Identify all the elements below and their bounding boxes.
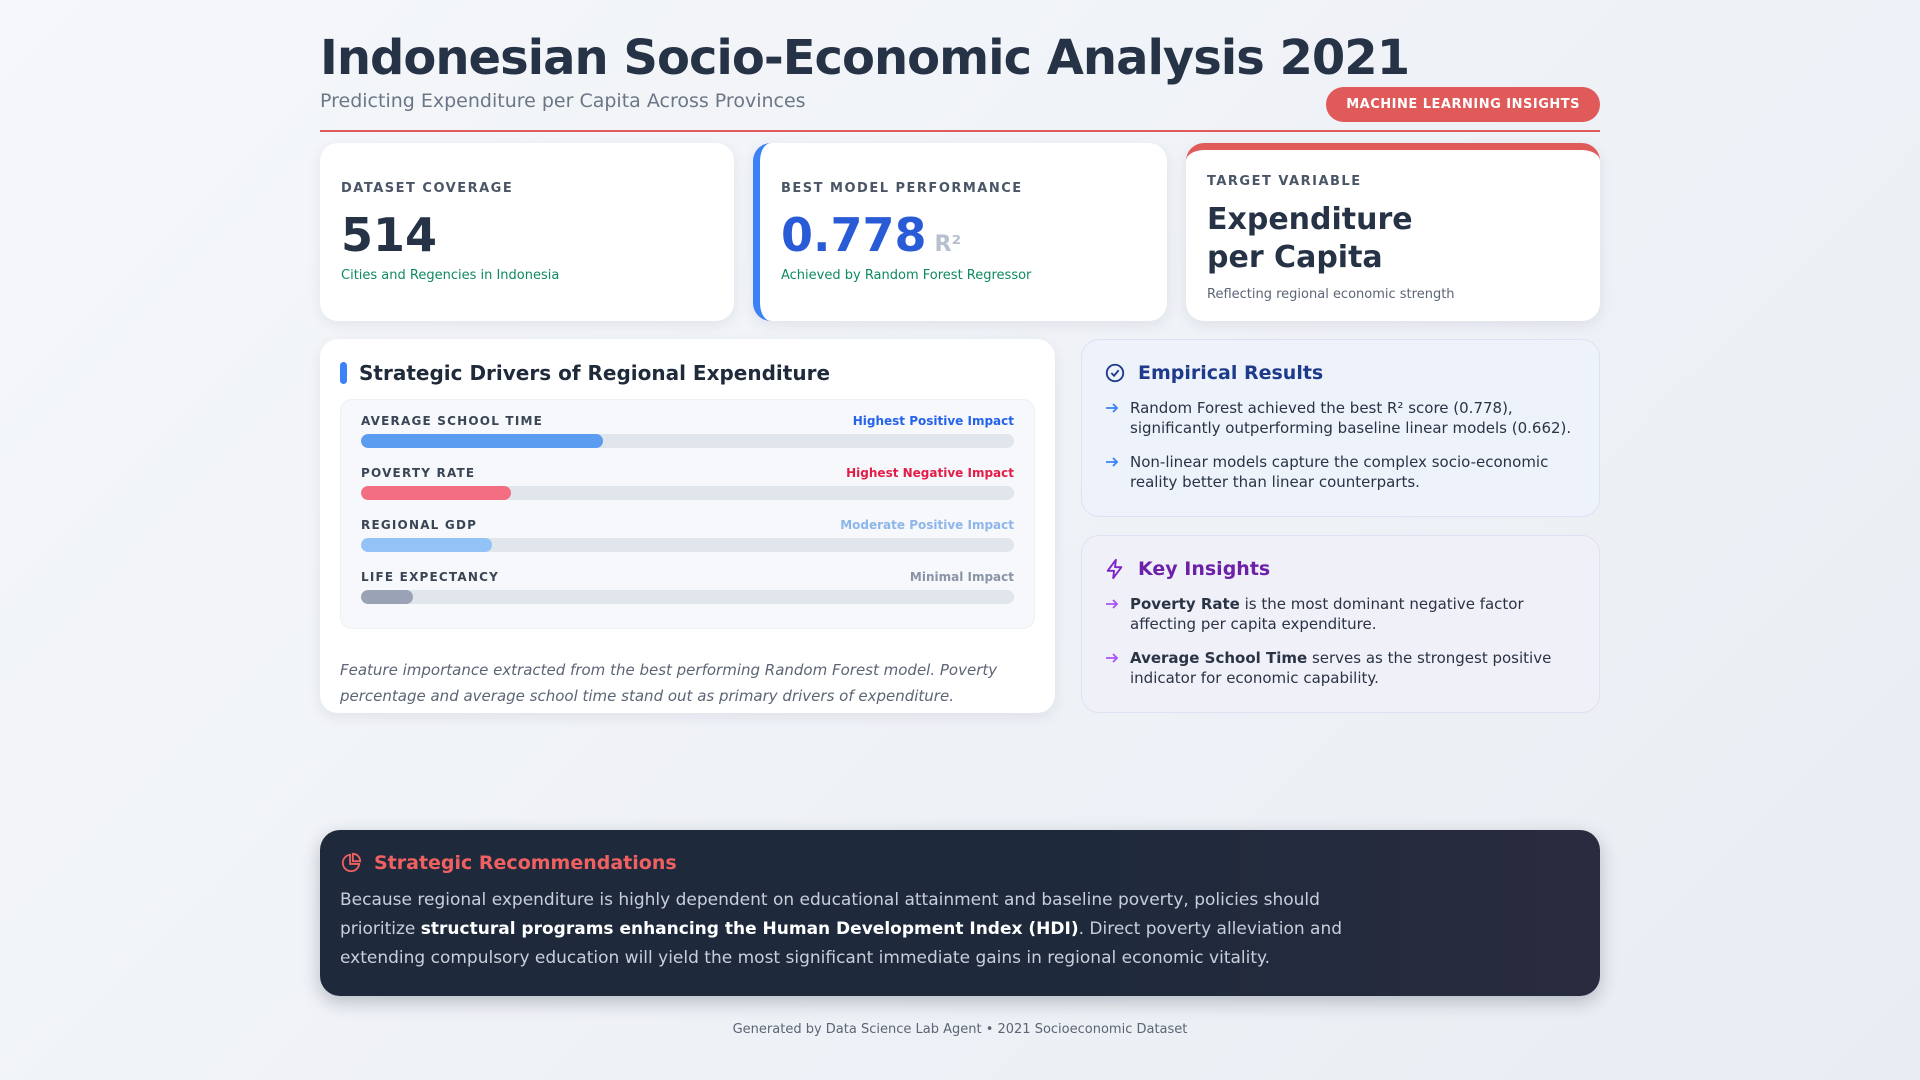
driver-name: AVERAGE SCHOOL TIME [361, 414, 544, 428]
insight-item: Poverty Rate is the most dominant negati… [1104, 594, 1577, 634]
card-value: Expenditure per Capita [1207, 202, 1413, 275]
driver-name: LIFE EXPECTANCY [361, 570, 500, 584]
bar [361, 538, 492, 552]
footer: Generated by Data Science Lab Agent • 20… [732, 1022, 1188, 1037]
recommendations-card: Strategic Recommendations Because region… [320, 830, 1600, 996]
bar-track [361, 486, 1014, 500]
insights-heading: Key Insights [1104, 558, 1577, 580]
bar [361, 590, 414, 604]
title: Indonesian Socio-Economic Analysis 2021 [320, 30, 1410, 86]
insight-rest: serves as the strongest positive indicat… [1130, 649, 1552, 687]
stat-card: TARGET VARIABLE Expenditure per Capita R… [1186, 143, 1600, 321]
driver-row: LIFE EXPECTANCY Minimal Impact [361, 570, 1014, 604]
bar-track [361, 434, 1014, 448]
driver-row: AVERAGE SCHOOL TIME Highest Positive Impa… [361, 414, 1014, 448]
driver-name: REGIONAL GDP [361, 518, 478, 532]
driver-header: LIFE EXPECTANCY Minimal Impact [361, 570, 1014, 584]
subtitle: Predicting Expenditure per Capita Across… [320, 90, 806, 112]
caption: Feature importance extracted from the be… [340, 661, 998, 705]
emphasis: structural programs enhancing the Human … [420, 919, 1079, 939]
driver-name: POVERTY RATE [361, 466, 476, 480]
bolt-icon [1106, 558, 1123, 580]
card-note: Reflecting regional economic strength [1207, 287, 1455, 302]
card-note: Cities and Regencies in Indonesia [341, 268, 560, 283]
bar [361, 434, 603, 448]
driver-row: POVERTY RATE Highest Negative Impact [361, 466, 1014, 500]
arrow-icon [1106, 457, 1119, 467]
bar [361, 486, 512, 500]
divider [320, 130, 1600, 132]
check-icon [1105, 363, 1125, 383]
card-note: Achieved by Random Forest Regressor [781, 268, 1032, 283]
results-list: Random Forest achieved the best R² score… [1104, 398, 1577, 492]
result-text: Random Forest achieved the best R² score… [1130, 399, 1572, 437]
driver-header: AVERAGE SCHOOL TIME Highest Positive Impa… [361, 414, 1014, 428]
insight-text: Poverty Rate is the most dominant negati… [1130, 594, 1577, 634]
recommendations-heading: Strategic Recommendations [340, 852, 1580, 874]
arrow-icon [1106, 653, 1119, 663]
drivers-title: Strategic Drivers of Regional Expenditur… [359, 361, 831, 385]
stat-card: DATASET COVERAGE 514 Cities and Regencie… [320, 143, 734, 321]
recommendations-text: Because regional expenditure is highly d… [340, 886, 1360, 973]
results-title: Empirical Results [1138, 362, 1324, 384]
insight-bold: Average School Time [1130, 649, 1308, 667]
drivers-card: Strategic Drivers of Regional Expenditur… [320, 339, 1055, 713]
insights-title: Key Insights [1138, 558, 1271, 580]
stat-card: BEST MODEL PERFORMANCE 0.778 R² Achieved … [753, 143, 1167, 321]
value: 0.778 [781, 208, 927, 262]
result-item: Random Forest achieved the best R² score… [1104, 398, 1577, 438]
text: Because regional expenditure is highly d… [340, 890, 1320, 939]
results-heading: Empirical Results [1104, 362, 1577, 384]
driver-impact: Highest Negative Impact [846, 466, 1014, 480]
result-item: Non-linear models capture the complex so… [1104, 452, 1577, 492]
card-value: 0.778 R² [781, 208, 1146, 262]
drivers-heading: Strategic Drivers of Regional Expenditur… [340, 361, 1035, 385]
card-label: DATASET COVERAGE [341, 181, 514, 196]
driver-header: REGIONAL GDP Moderate Positive Impact [361, 518, 1014, 532]
driver-impact: Highest Positive Impact [852, 414, 1014, 428]
unit: R² [934, 232, 962, 257]
driver-impact: Moderate Positive Impact [840, 518, 1014, 532]
arrow-icon [1106, 403, 1119, 413]
pie-icon [341, 852, 362, 873]
bar-track [361, 590, 1014, 604]
driver-impact: Minimal Impact [909, 570, 1014, 584]
driver-row: REGIONAL GDP Moderate Positive Impact [361, 518, 1014, 552]
arrow-icon [1106, 599, 1119, 609]
card-label: TARGET VARIABLE [1207, 174, 1362, 189]
recommendations-title: Strategic Recommendations [374, 852, 677, 874]
card-label: BEST MODEL PERFORMANCE [781, 181, 1023, 196]
result-text: Non-linear models capture the complex so… [1130, 453, 1549, 491]
drivers-list: AVERAGE SCHOOL TIME Highest Positive Impa… [340, 399, 1035, 629]
badge: MACHINE LEARNING INSIGHTS [1326, 87, 1600, 122]
insights-card: Key Insights Poverty Rate is the most do… [1081, 535, 1600, 713]
driver-header: POVERTY RATE Highest Negative Impact [361, 466, 1014, 480]
insight-rest: is the most dominant negative factor aff… [1130, 595, 1524, 633]
text: . Direct poverty alleviation and extendi… [340, 919, 1343, 968]
results-card: Empirical Results Random Forest achieved… [1081, 339, 1600, 517]
accent [340, 362, 347, 384]
insights-list: Poverty Rate is the most dominant negati… [1104, 594, 1577, 688]
insight-bold: Poverty Rate [1130, 595, 1240, 613]
insight-text: Average School Time serves as the strong… [1130, 648, 1577, 688]
card-value: 514 [341, 208, 438, 262]
insight-item: Average School Time serves as the strong… [1104, 648, 1577, 688]
bar-track [361, 538, 1014, 552]
